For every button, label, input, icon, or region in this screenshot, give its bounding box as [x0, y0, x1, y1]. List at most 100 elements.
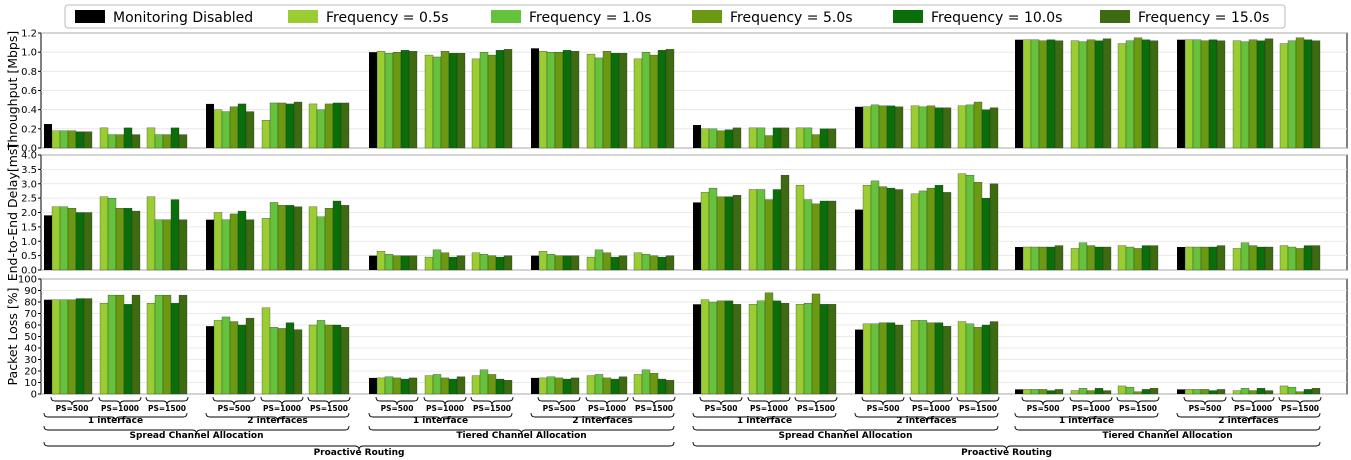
brace-ps — [145, 396, 189, 406]
bar-frequency-1 — [862, 106, 872, 149]
bar-frequency-4 — [819, 304, 829, 395]
bar-frequency-5 — [570, 51, 580, 149]
legend-swatch-3 — [692, 10, 722, 23]
bar-frequency-1 — [633, 374, 643, 395]
bar-frequency-4 — [1141, 245, 1151, 271]
brace-ps — [699, 396, 743, 406]
bar-frequency-2 — [1125, 246, 1135, 271]
bar-monitoring-disabled — [369, 377, 377, 394]
bar-frequency-5 — [989, 107, 999, 149]
bar-frequency-5 — [1102, 390, 1112, 395]
bar-frequency-4 — [75, 212, 85, 271]
bar-frequency-1 — [957, 105, 967, 149]
bar-frequency-1 — [700, 192, 710, 271]
bar-frequency-2 — [384, 254, 394, 271]
bar-frequency-3 — [764, 135, 774, 149]
bar-frequency-3 — [440, 252, 450, 271]
y-tick-label: 0.5 — [21, 251, 37, 262]
bar-frequency-3 — [1086, 245, 1096, 271]
ps-label: PS=1500 — [635, 404, 673, 413]
bar-frequency-3 — [1086, 39, 1096, 149]
bar-frequency-1 — [99, 127, 109, 149]
bar-frequency-1 — [146, 302, 156, 395]
bar-frequency-4 — [610, 256, 620, 271]
bar-monitoring-disabled — [44, 215, 52, 270]
bar-frequency-2 — [594, 249, 604, 271]
bar-frequency-2 — [708, 301, 718, 395]
ps-label: PS=1000 — [426, 404, 464, 413]
brace-ps — [307, 396, 351, 406]
bar-frequency-3 — [229, 321, 239, 395]
bar-frequency-5 — [1264, 390, 1274, 395]
bar-frequency-5 — [408, 377, 418, 395]
brace-ps — [585, 396, 629, 406]
ps-label: PS=1000 — [1072, 404, 1110, 413]
bar-monitoring-disabled — [44, 299, 52, 394]
bar-frequency-5 — [503, 380, 513, 395]
brace-ps — [1278, 396, 1322, 406]
bar-frequency-3 — [115, 208, 125, 271]
y-tick-label: 10 — [24, 378, 37, 389]
bar-frequency-5 — [732, 127, 742, 149]
bar-frequency-5 — [780, 174, 790, 271]
bar-frequency-3 — [1200, 389, 1210, 395]
bar-monitoring-disabled — [369, 255, 377, 270]
y-tick-label: 80 — [24, 298, 37, 309]
brace-ps — [423, 396, 467, 406]
bar-frequency-4 — [1256, 246, 1266, 271]
bar-frequency-4 — [285, 103, 295, 149]
ps-label: PS=1000 — [263, 404, 301, 413]
bar-frequency-2 — [59, 130, 69, 149]
bar-frequency-1 — [748, 189, 758, 271]
brace-ps — [956, 396, 1000, 406]
allocation-label: Tiered Channel Allocation — [456, 431, 586, 441]
bar-frequency-2 — [154, 219, 164, 271]
bar-frequency-5 — [618, 52, 628, 149]
ps-label: PS=1500 — [959, 404, 997, 413]
brace-interface — [1014, 412, 1159, 422]
bar-frequency-2 — [918, 320, 928, 395]
bar-frequency-2 — [1078, 242, 1088, 271]
ps-label: PS=1000 — [912, 404, 950, 413]
bar-frequency-2 — [221, 219, 231, 271]
bar-frequency-3 — [487, 54, 497, 149]
bar-frequency-3 — [1248, 245, 1258, 271]
y-tick-label: 0.8 — [21, 67, 37, 78]
bar-frequency-3 — [162, 219, 172, 271]
routing-label: Proactive Routing — [314, 448, 405, 458]
legend-swatch-5 — [1100, 10, 1130, 23]
bar-frequency-4 — [448, 52, 458, 149]
brace-ps — [794, 396, 838, 406]
y-tick-label: 0.6 — [21, 86, 37, 97]
bar-frequency-5 — [732, 195, 742, 271]
bar-frequency-2 — [316, 320, 326, 395]
bar-frequency-4 — [400, 255, 410, 271]
interface-label: 1 interface — [737, 416, 792, 426]
bar-frequency-4 — [448, 378, 458, 395]
bar-frequency-2 — [756, 189, 766, 271]
y-tick-label: 0.0 — [21, 144, 37, 155]
y-tick-label: 20 — [24, 367, 37, 378]
ps-label: PS=1500 — [310, 404, 348, 413]
bar-frequency-1 — [795, 304, 805, 395]
bar-frequency-5 — [293, 329, 303, 395]
bar-frequency-1 — [261, 218, 271, 271]
bar-frequency-5 — [942, 192, 952, 271]
bar-frequency-1 — [376, 51, 386, 149]
bar-frequency-4 — [495, 378, 505, 395]
y-tick-label: 30 — [24, 355, 37, 366]
bar-frequency-2 — [107, 294, 117, 395]
bar-frequency-3 — [277, 205, 287, 271]
legend-label-0: Monitoring Disabled — [113, 10, 253, 26]
interface-label: 2 interfaces — [896, 416, 957, 426]
bar-frequency-2 — [546, 254, 556, 271]
ps-label: PS=1000 — [588, 404, 626, 413]
bar-frequency-2 — [221, 111, 231, 149]
y-tick-label: 2.5 — [21, 194, 37, 205]
brace-interface — [854, 412, 999, 422]
bar-frequency-1 — [1117, 245, 1127, 271]
bar-frequency-4 — [332, 324, 342, 395]
bar-frequency-4 — [170, 199, 180, 271]
bar-frequency-4 — [819, 200, 829, 271]
